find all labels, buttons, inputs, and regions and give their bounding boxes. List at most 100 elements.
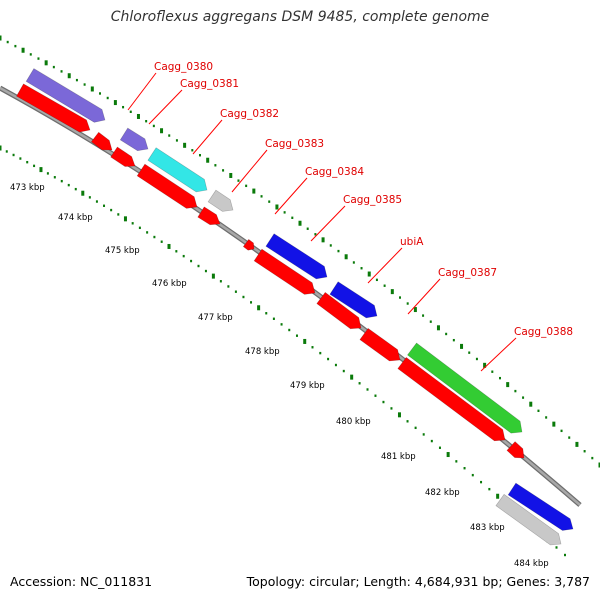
kbp-label-477: 477 kbp — [198, 313, 233, 323]
outer-tick — [183, 142, 187, 148]
outer-tick — [268, 200, 271, 203]
outer-tick — [390, 289, 394, 295]
inner-tick — [334, 363, 337, 367]
kbp-label-473: 473 kbp — [10, 183, 45, 193]
gene-label-cagg-0381: Cagg_0381 — [180, 78, 239, 90]
gene-label-cagg-0388: Cagg_0388 — [514, 326, 573, 338]
inner-tick — [319, 351, 322, 355]
gene-callout-line — [231, 149, 268, 193]
gene-bar — [507, 482, 574, 531]
outer-tick — [344, 254, 348, 260]
outer-tick — [191, 149, 194, 152]
genome-summary: Topology: circular; Length: 4,684,931 bp… — [246, 574, 590, 589]
inner-tick — [46, 172, 49, 175]
kbp-label-474: 474 kbp — [58, 213, 93, 223]
gene-cagg-0385-bar — [329, 281, 378, 319]
inner-tick — [146, 231, 149, 234]
outer-tick — [383, 284, 386, 287]
outer-tick — [152, 124, 155, 128]
outer-tick — [460, 343, 464, 349]
inner-tick — [5, 150, 8, 153]
inner-tick — [204, 269, 207, 273]
backbone-line — [0, 86, 581, 506]
inner-tick — [430, 439, 433, 443]
outer-tick — [222, 169, 225, 172]
outer-tick — [529, 401, 533, 407]
outer-tick — [352, 261, 355, 264]
gene-cagg-0383-bar-body — [207, 189, 234, 212]
map-title: Chloroflexus aggregans DSM 9485, complet… — [110, 9, 490, 25]
outer-tick — [429, 320, 432, 323]
cds-bar-body — [316, 291, 362, 330]
outer-tick — [14, 44, 17, 48]
outer-tick — [452, 338, 455, 342]
gene-label-cagg-0380: Cagg_0380 — [154, 61, 213, 73]
kbp-label-475: 475 kbp — [105, 246, 140, 256]
outer-tick — [436, 325, 440, 331]
inner-tick — [95, 200, 98, 203]
outer-tick — [214, 164, 217, 167]
inner-tick — [303, 338, 307, 344]
gene-label-cagg-0385: Cagg_0385 — [343, 194, 402, 206]
outer-tick — [575, 441, 579, 447]
cds-bar — [136, 163, 198, 209]
outer-tick — [422, 314, 425, 317]
kbp-label-483: 483 kbp — [470, 523, 505, 533]
inner-tick — [358, 382, 361, 385]
outer-tick — [468, 351, 471, 354]
inner-tick — [366, 388, 369, 391]
gene-callout-line — [127, 72, 157, 111]
inner-tick — [250, 301, 253, 304]
gene-callout-line — [274, 177, 308, 215]
inner-tick — [60, 179, 63, 183]
outer-tick — [52, 65, 55, 69]
outer-tick — [275, 204, 279, 210]
inner-tick — [390, 407, 393, 410]
outer-tick — [67, 73, 71, 79]
kbp-label-480: 480 kbp — [336, 417, 371, 427]
inner-tick — [26, 160, 29, 164]
outer-tick — [514, 389, 517, 393]
outer-tick — [0, 35, 2, 41]
inner-tick — [382, 400, 385, 404]
kbp-label-484: 484 kbp — [514, 559, 549, 569]
inner-tick — [39, 167, 43, 173]
outer-tick — [37, 57, 40, 60]
outer-tick — [245, 184, 248, 188]
inner-tick — [564, 553, 566, 557]
gene-bar-body — [507, 482, 574, 531]
cds-bar-body — [90, 131, 113, 151]
gene-label-ubia: ubiA — [400, 236, 424, 248]
outer-tick — [60, 70, 63, 73]
gene-callout-line — [367, 247, 403, 284]
gene-label-cagg-0387: Cagg_0387 — [438, 267, 497, 279]
outer-tick — [598, 462, 600, 468]
cds-bar — [359, 327, 401, 362]
outer-tick — [329, 244, 332, 247]
inner-tick — [342, 369, 345, 373]
inner-tick — [422, 433, 425, 436]
outer-tick — [321, 237, 325, 243]
outer-tick — [591, 456, 594, 460]
inner-tick — [480, 480, 483, 484]
gene-cagg-0382-bar — [147, 147, 208, 193]
inner-tick — [280, 323, 283, 326]
outer-tick — [44, 60, 48, 66]
cds-bar-body — [359, 327, 401, 362]
outer-tick — [337, 249, 340, 253]
inner-tick — [374, 394, 377, 397]
outer-tick — [145, 119, 148, 123]
outer-tick — [175, 139, 178, 142]
outer-tick — [552, 421, 556, 427]
outer-tick — [399, 296, 401, 299]
outer-tick — [90, 86, 94, 92]
outer-tick — [475, 357, 478, 361]
gene-cagg-0384-bar-body — [265, 233, 328, 280]
inner-tick — [406, 420, 409, 423]
outer-tick — [413, 307, 417, 313]
inner-tick — [414, 426, 417, 430]
outer-tick — [260, 195, 263, 198]
outer-tick — [122, 105, 125, 109]
gene-callout-line — [310, 205, 346, 242]
inner-tick — [311, 346, 314, 349]
